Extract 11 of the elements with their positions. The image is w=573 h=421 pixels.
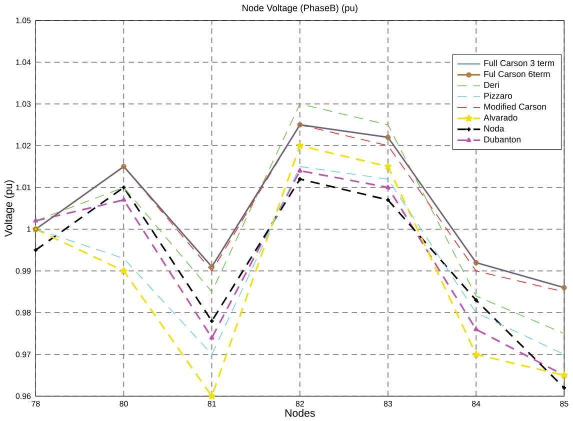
legend-label: Full Carson 3 term: [484, 60, 554, 66]
legend-label: Dubanton: [484, 136, 520, 142]
legend-label: Ful Carson 6term: [484, 70, 550, 77]
legend-label: Modified Carson: [484, 103, 546, 110]
legend-label: Deri: [484, 82, 499, 88]
legend-label: Noda: [484, 125, 504, 132]
legend-label: Alvarado: [484, 114, 518, 121]
y-axis-title: Voltage (pu): [4, 180, 14, 237]
legend-label: Pizzaro: [484, 92, 512, 99]
chart-title: Node Voltage (PhaseB) (pu): [242, 4, 358, 13]
x-axis-title: Nodes: [285, 408, 315, 417]
